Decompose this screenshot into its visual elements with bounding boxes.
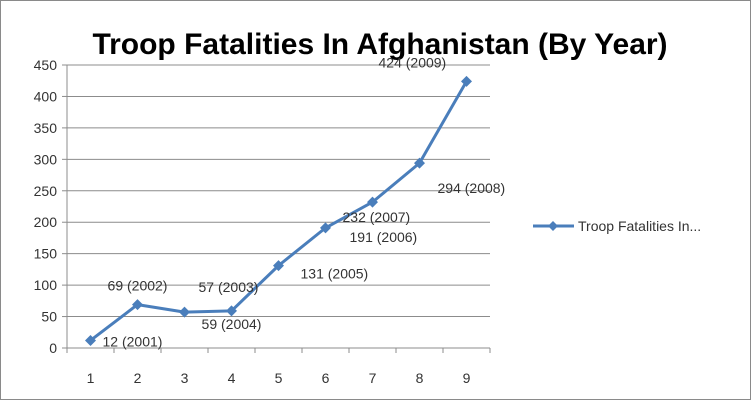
legend: Troop Fatalities In... [533, 218, 701, 234]
x-tick-label: 8 [416, 370, 424, 386]
data-point-marker [414, 157, 425, 169]
x-tick-label: 1 [87, 370, 95, 386]
x-tick-label: 5 [275, 370, 283, 386]
data-point-marker [273, 260, 284, 272]
y-tick-label: 400 [34, 88, 58, 104]
data-label: 424 (2009) [379, 54, 447, 70]
y-tick-label: 250 [34, 183, 58, 199]
x-tick-label: 3 [181, 370, 189, 386]
data-label: 191 (2006) [350, 229, 418, 245]
legend-swatch-marker [548, 221, 558, 231]
data-label: 59 (2004) [202, 316, 262, 332]
y-tick-label: 0 [49, 340, 57, 356]
data-label: 294 (2008) [438, 180, 506, 196]
x-tick-label: 4 [228, 370, 236, 386]
data-label: 57 (2003) [199, 279, 259, 295]
data-point-marker [461, 75, 472, 87]
data-point-marker [132, 299, 143, 311]
data-point-marker [226, 305, 237, 317]
y-tick-label: 350 [34, 120, 58, 136]
x-axis-ticks: 1 2 3 4 5 6 7 8 9 [66, 348, 491, 386]
y-tick-label: 150 [34, 246, 58, 262]
x-tick-label: 9 [463, 370, 471, 386]
series-group: 12 (2001) 69 (2002) 57 (2003) 59 (2004) 131 … [85, 54, 505, 349]
data-label: 12 (2001) [103, 333, 163, 349]
data-label: 69 (2002) [108, 278, 168, 294]
axes [66, 65, 490, 349]
y-tick-label: 300 [34, 151, 58, 167]
x-tick-label: 6 [322, 370, 330, 386]
x-tick-label: 2 [134, 370, 142, 386]
data-point-marker [85, 334, 96, 346]
y-tick-label: 450 [34, 57, 58, 73]
data-point-marker [179, 306, 190, 318]
data-label: 232 (2007) [343, 209, 411, 225]
y-axis-ticks: 0 50 100 150 200 250 300 350 400 450 [34, 57, 67, 356]
y-tick-label: 200 [34, 214, 58, 230]
y-tick-label: 100 [34, 277, 58, 293]
x-tick-label: 7 [369, 370, 377, 386]
chart-title: Troop Fatalities In Afghanistan (By Year… [92, 28, 668, 61]
data-label: 131 (2005) [301, 266, 369, 282]
data-point-marker [320, 222, 331, 234]
data-point-marker [367, 196, 378, 208]
y-tick-label: 50 [41, 309, 57, 325]
legend-label: Troop Fatalities In... [578, 218, 701, 234]
